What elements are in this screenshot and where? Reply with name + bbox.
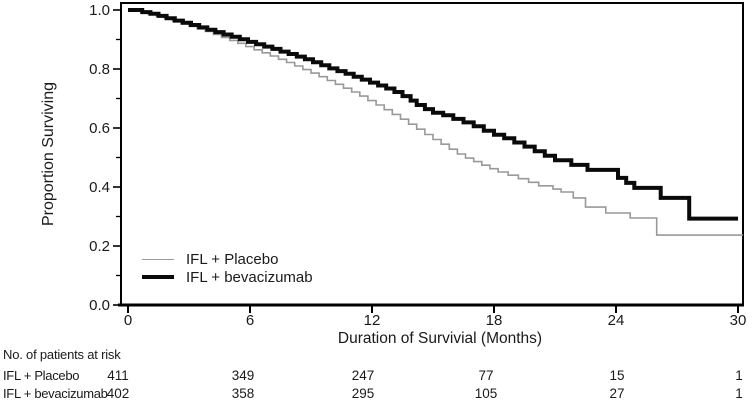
x-tick-label: 12 <box>364 312 381 329</box>
series-line-ifl-placebo <box>128 9 744 236</box>
y-tick-label: 1.0 <box>89 2 110 19</box>
x-tick-label: 18 <box>486 312 503 329</box>
y-axis-title: Proportion Surviving <box>40 81 57 227</box>
at-risk-count: 1 <box>735 368 743 383</box>
at-risk-header: No. of patients at risk <box>3 347 121 362</box>
x-axis-title: Duration of Survivial (Months) <box>337 330 543 347</box>
legend: IFL + Placebo IFL + bevacizumab <box>142 250 313 286</box>
x-tick-label: 24 <box>608 312 625 329</box>
x-tick-label: 30 <box>730 312 747 329</box>
at-risk-row-label: IFL + Placebo <box>3 368 80 383</box>
at-risk-row: IFL + Placebo 411 349 247 77 15 1 <box>0 368 752 384</box>
at-risk-count: 402 <box>106 386 130 401</box>
x-tick-label: 6 <box>246 312 254 329</box>
at-risk-row: IFL + bevacizumab 402 358 295 105 27 1 <box>0 386 752 402</box>
y-tick-label: 0.2 <box>89 238 110 255</box>
y-tick-label: 0.8 <box>89 61 110 78</box>
legend-line-swatch <box>142 258 174 260</box>
at-risk-count: 1 <box>735 386 743 401</box>
y-tick-label: 0.0 <box>89 297 110 314</box>
legend-label: IFL + Placebo <box>186 250 279 268</box>
at-risk-count: 411 <box>107 368 129 383</box>
at-risk-count: 105 <box>474 386 498 401</box>
y-tick-label: 0.4 <box>89 179 110 196</box>
legend-item: IFL + Placebo <box>142 250 313 268</box>
at-risk-count: 295 <box>351 386 375 401</box>
at-risk-count: 349 <box>231 368 255 383</box>
legend-label: IFL + bevacizumab <box>186 268 313 286</box>
legend-item: IFL + bevacizumab <box>142 268 313 286</box>
at-risk-count: 247 <box>351 368 375 383</box>
at-risk-count: 27 <box>609 386 625 401</box>
at-risk-count: 77 <box>478 368 494 383</box>
at-risk-count: 15 <box>609 368 625 383</box>
at-risk-row-label: IFL + bevacizumab <box>3 386 108 401</box>
x-tick-label: 0 <box>124 312 132 329</box>
y-tick-label: 0.6 <box>89 120 110 137</box>
series-line-ifl-bevacizumab <box>128 8 738 221</box>
at-risk-count: 358 <box>231 386 255 401</box>
legend-line-swatch <box>142 275 174 279</box>
